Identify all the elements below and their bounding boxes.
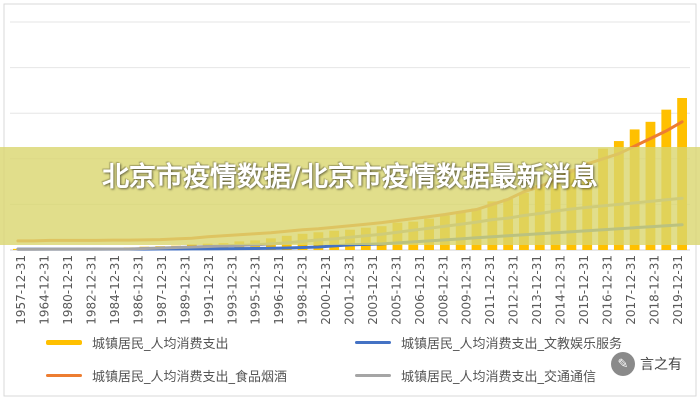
chart-legend: 城镇居民_人均消费支出 城镇居民_人均消费支出_文教娱乐服务 城镇居民_人均消费… <box>0 322 700 400</box>
x-tick-label: 1987-12-31 <box>155 255 169 325</box>
x-tick-label: 1980-12-31 <box>61 255 75 325</box>
legend-item-transport: 城镇居民_人均消费支出_交通通信 <box>355 364 596 386</box>
x-tick-label: 1984-12-31 <box>108 255 122 325</box>
x-tick-label: 2017-12-31 <box>624 255 638 325</box>
page-title: 北京市疫情数据/北京市疫情数据最新消息 <box>102 162 598 193</box>
x-tick-label: 2016-12-31 <box>600 255 614 325</box>
x-tick-label: 2006-12-31 <box>413 255 427 325</box>
legend-label: 城镇居民_人均消费支出 <box>92 336 229 352</box>
x-tick-label: 1982-12-31 <box>85 255 99 325</box>
x-tick-label: 2005-12-31 <box>389 255 403 325</box>
legend-swatch <box>355 373 391 377</box>
legend-swatch <box>46 373 82 377</box>
legend-label: 城镇居民_人均消费支出_食品烟酒 <box>92 369 288 385</box>
legend-item-culture: 城镇居民_人均消费支出_文教娱乐服务 <box>355 331 622 353</box>
legend-label: 城镇居民_人均消费支出_交通通信 <box>401 369 597 385</box>
x-tick-label: 1991-12-31 <box>202 255 216 325</box>
x-tick-label: 1996-12-31 <box>272 255 286 325</box>
legend-item-food: 城镇居民_人均消费支出_食品烟酒 <box>46 364 287 386</box>
x-tick-label: 2013-12-31 <box>530 255 544 325</box>
legend-swatch <box>355 340 391 344</box>
x-tick-label: 2008-12-31 <box>436 255 450 325</box>
x-tick-label: 2019-12-31 <box>671 255 685 325</box>
legend-swatch <box>46 339 82 345</box>
x-tick-label: 1957-12-31 <box>14 255 28 325</box>
x-tick-label: 1989-12-31 <box>178 255 192 325</box>
watermark: ✎ 言之有 <box>611 352 682 376</box>
x-tick-label: 2001-12-31 <box>343 255 357 325</box>
x-tick-label: 2018-12-31 <box>647 255 661 325</box>
x-tick-label: 2000-12-31 <box>319 255 333 325</box>
legend-item-total: 城镇居民_人均消费支出 <box>46 331 229 353</box>
x-tick-label: 2015-12-31 <box>577 255 591 325</box>
x-tick-label: 1986-12-31 <box>131 255 145 325</box>
x-tick-label: 1964-12-31 <box>38 255 52 325</box>
title-banner <box>0 147 700 245</box>
wechat-icon: ✎ <box>611 352 635 376</box>
x-tick-label: 2014-12-31 <box>554 255 568 325</box>
legend-label: 城镇居民_人均消费支出_文教娱乐服务 <box>401 336 623 352</box>
x-tick-label: 1995-12-31 <box>249 255 263 325</box>
x-tick-label: 2012-12-31 <box>507 255 521 325</box>
x-tick-label: 2009-12-31 <box>460 255 474 325</box>
x-tick-label: 2003-12-31 <box>366 255 380 325</box>
x-tick-label: 1998-12-31 <box>296 255 310 325</box>
x-tick-label: 2011-12-31 <box>483 255 497 325</box>
x-tick-label: 1993-12-31 <box>225 255 239 325</box>
watermark-text: 言之有 <box>640 357 682 373</box>
